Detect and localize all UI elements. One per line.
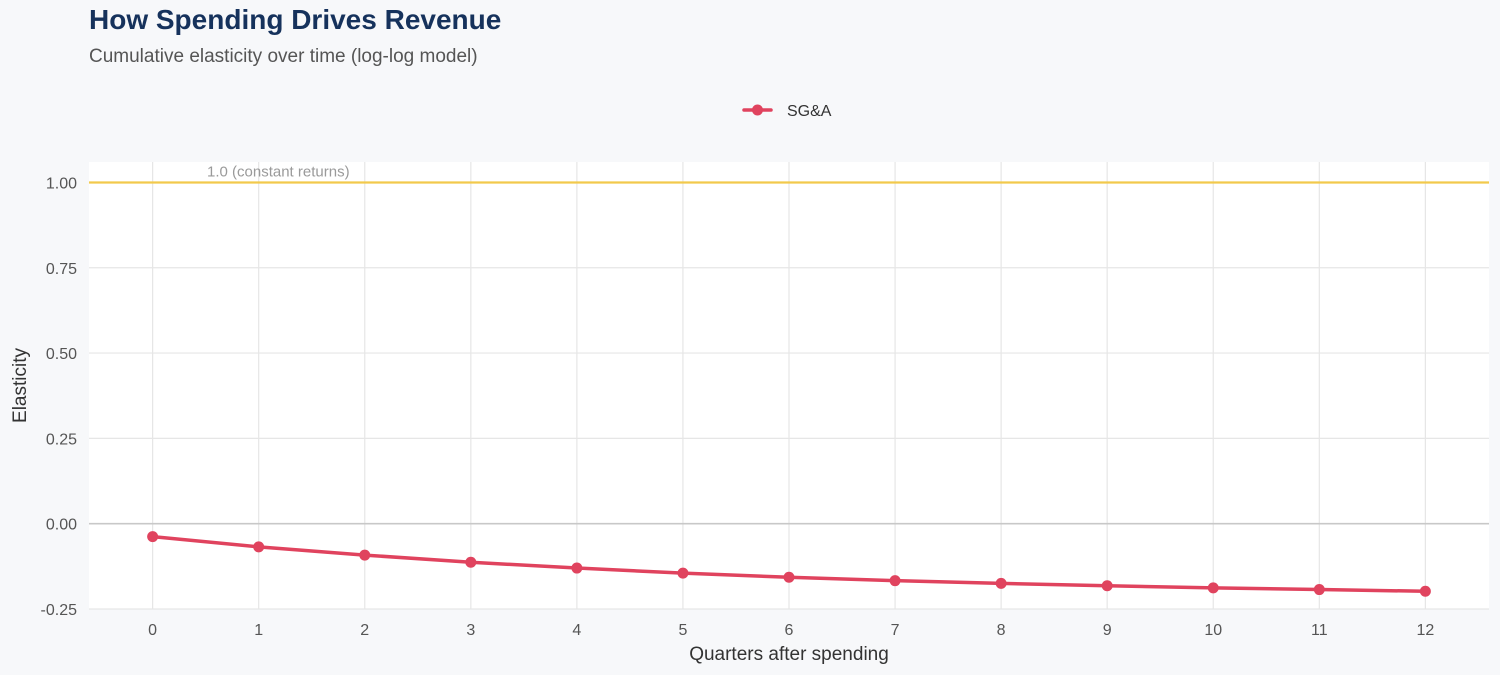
- x-tick-label: 2: [360, 622, 369, 639]
- data-point: [677, 567, 689, 579]
- data-point: [1101, 580, 1113, 592]
- y-tick-label: 0.25: [46, 431, 77, 448]
- y-tick-label: 0.00: [46, 517, 77, 534]
- x-tick-label: 9: [1103, 622, 1112, 639]
- data-point: [1419, 585, 1431, 597]
- y-axis-title: Elasticity: [10, 348, 31, 423]
- y-tick-label: 0.75: [46, 261, 77, 278]
- y-tick-label: 1.00: [46, 175, 77, 192]
- x-tick-label: 8: [997, 622, 1006, 639]
- x-tick-label: 12: [1416, 622, 1434, 639]
- data-point: [465, 556, 477, 568]
- chart-subtitle: Cumulative elasticity over time (log-log…: [89, 46, 478, 67]
- legend-marker: [752, 104, 763, 116]
- data-point: [253, 541, 265, 553]
- data-point: [571, 562, 583, 574]
- x-tick-label: 6: [785, 622, 794, 639]
- data-point: [995, 577, 1007, 589]
- data-point: [359, 549, 371, 561]
- x-tick-label: 7: [891, 622, 900, 639]
- chart-title: How Spending Drives Revenue: [89, 4, 502, 35]
- reference-line-label: 1.0 (constant returns): [207, 163, 350, 180]
- x-tick-label: 11: [1311, 622, 1328, 639]
- data-point: [1207, 582, 1219, 594]
- data-point: [783, 571, 795, 583]
- data-point: [889, 575, 901, 587]
- x-tick-label: 4: [572, 622, 581, 639]
- x-tick-label: 3: [466, 622, 475, 639]
- x-tick-label: 1: [254, 622, 263, 639]
- legend-label: SG&A: [787, 103, 832, 120]
- y-tick-label: 0.50: [46, 346, 77, 363]
- y-tick-label: -0.25: [41, 602, 78, 619]
- x-tick-label: 5: [678, 622, 687, 639]
- legend-item: SG&A: [742, 103, 832, 120]
- data-point: [147, 531, 159, 543]
- data-point: [1313, 584, 1325, 596]
- x-tick-label: 0: [148, 622, 157, 639]
- x-tick-label: 10: [1204, 622, 1222, 639]
- x-axis-title: Quarters after spending: [689, 644, 889, 665]
